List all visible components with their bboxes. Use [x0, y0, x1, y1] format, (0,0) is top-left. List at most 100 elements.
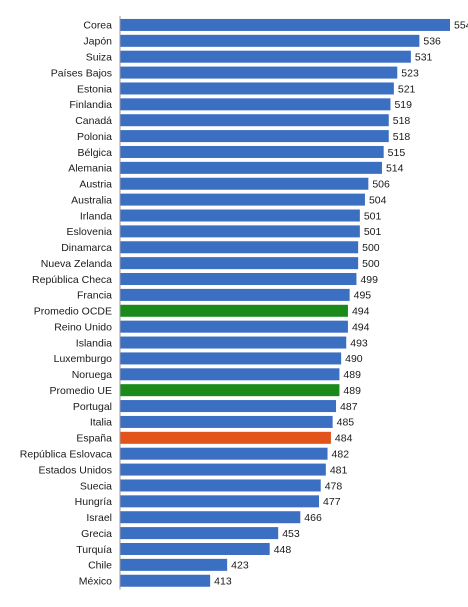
value-label-estados-unidos: 481 [330, 464, 348, 476]
bar-portugal [120, 400, 337, 413]
value-label-republica-eslovaca: 482 [332, 449, 350, 461]
bar-nueva-zelanda [120, 257, 359, 270]
category-label-estonia: Estonia [77, 83, 112, 95]
bar-republica-checa [120, 273, 357, 286]
value-label-francia: 495 [354, 290, 372, 302]
bar-estados-unidos [120, 463, 326, 476]
category-label-estados-unidos: Estados Unidos [38, 464, 112, 476]
bar-noruega [120, 368, 340, 381]
value-label-polonia: 518 [393, 131, 411, 143]
category-label-israel: Israel [86, 512, 112, 524]
value-label-corea: 554 [454, 20, 468, 32]
value-label-belgica: 515 [388, 147, 406, 159]
value-label-italia: 485 [337, 417, 355, 429]
value-label-finlandia: 519 [394, 99, 412, 111]
bar-francia [120, 288, 350, 301]
value-label-nueva-zelanda: 500 [362, 258, 380, 270]
category-label-finlandia: Finlandia [69, 99, 112, 111]
bar-canada [120, 114, 389, 127]
category-label-dinamarca: Dinamarca [61, 242, 112, 254]
category-label-grecia: Grecia [81, 528, 112, 540]
category-label-promedio-ue: Promedio UE [50, 385, 112, 397]
category-label-canada: Canadá [75, 115, 112, 127]
value-label-mexico: 413 [214, 576, 232, 588]
category-label-republica-checa: República Checa [32, 274, 112, 286]
bar-turquia [120, 542, 270, 555]
value-label-reino-unido: 494 [352, 321, 370, 333]
category-label-republica-eslovaca: República Eslovaca [20, 449, 112, 461]
bar-irlanda [120, 209, 360, 222]
category-label-belgica: Bélgica [78, 147, 113, 159]
category-label-suecia: Suecia [80, 480, 112, 492]
value-label-promedio-ocde: 494 [352, 306, 370, 318]
bar-promedio-ue [120, 384, 340, 397]
bar-corea [120, 18, 450, 31]
value-label-dinamarca: 500 [362, 242, 380, 254]
category-label-portugal: Portugal [73, 401, 112, 413]
value-label-promedio-ue: 489 [343, 385, 361, 397]
bar-republica-eslovaca [120, 447, 328, 460]
category-label-francia: Francia [77, 290, 112, 302]
category-label-polonia: Polonia [77, 131, 112, 143]
category-label-japon: Japón [83, 36, 112, 48]
bar-eslovenia [120, 225, 360, 238]
category-label-espana: España [76, 433, 112, 445]
bar-alemania [120, 161, 382, 174]
bar-islandia [120, 336, 347, 349]
bar-japon [120, 34, 420, 47]
value-label-paises-bajos: 523 [401, 67, 419, 79]
value-labels-group: 554 536 531 523 521 519 518 518 515 514 506 504 501 5… [214, 20, 468, 588]
category-label-alemania: Alemania [68, 163, 112, 175]
category-label-australia: Australia [71, 194, 112, 206]
value-label-canada: 518 [393, 115, 411, 127]
value-label-grecia: 453 [282, 528, 300, 540]
value-label-noruega: 489 [343, 369, 361, 381]
bar-suecia [120, 479, 321, 492]
bar-belgica [120, 145, 384, 158]
value-label-turquia: 448 [274, 544, 292, 556]
bar-italia [120, 415, 333, 428]
bar-reino-unido [120, 320, 348, 333]
bar-austria [120, 177, 369, 190]
category-label-reino-unido: Reino Unido [54, 321, 112, 333]
category-label-italia: Italia [90, 417, 112, 429]
bar-dinamarca [120, 241, 359, 254]
bar-mexico [120, 574, 211, 587]
category-label-luxemburgo: Luxemburgo [54, 353, 113, 365]
value-label-luxemburgo: 490 [345, 353, 363, 365]
category-label-eslovenia: Eslovenia [66, 226, 112, 238]
category-label-noruega: Noruega [72, 369, 112, 381]
category-label-mexico: México [79, 576, 112, 588]
category-label-suiza: Suiza [86, 52, 112, 64]
value-label-estonia: 521 [398, 83, 416, 95]
value-label-irlanda: 501 [364, 210, 382, 222]
value-label-austria: 506 [372, 179, 390, 191]
value-label-alemania: 514 [386, 163, 404, 175]
category-label-promedio-ocde: Promedio OCDE [34, 306, 112, 318]
bar-paises-bajos [120, 66, 398, 79]
bar-promedio-ocde [120, 304, 348, 317]
bar-polonia [120, 130, 389, 143]
bar-australia [120, 193, 365, 206]
value-label-israel: 466 [304, 512, 322, 524]
category-label-paises-bajos: Países Bajos [51, 67, 112, 79]
value-label-suecia: 478 [325, 480, 343, 492]
category-labels-group: Corea Japón Suiza Países Bajos Estonia Finlan… [20, 20, 112, 588]
value-label-suiza: 531 [415, 52, 433, 64]
value-label-eslovenia: 501 [364, 226, 382, 238]
category-label-islandia: Islandia [76, 337, 112, 349]
category-label-irlanda: Irlanda [80, 210, 112, 222]
category-label-turquia: Turquía [76, 544, 112, 556]
bar-suiza [120, 50, 411, 63]
value-label-japon: 536 [423, 36, 441, 48]
category-label-nueva-zelanda: Nueva Zelanda [41, 258, 112, 270]
category-label-chile: Chile [88, 560, 112, 572]
bar-espana [120, 431, 331, 444]
bar-chile [120, 558, 228, 571]
value-label-republica-checa: 499 [360, 274, 378, 286]
value-label-australia: 504 [369, 194, 387, 206]
value-label-islandia: 493 [350, 337, 368, 349]
bars-group [120, 18, 450, 587]
bar-estonia [120, 82, 394, 95]
